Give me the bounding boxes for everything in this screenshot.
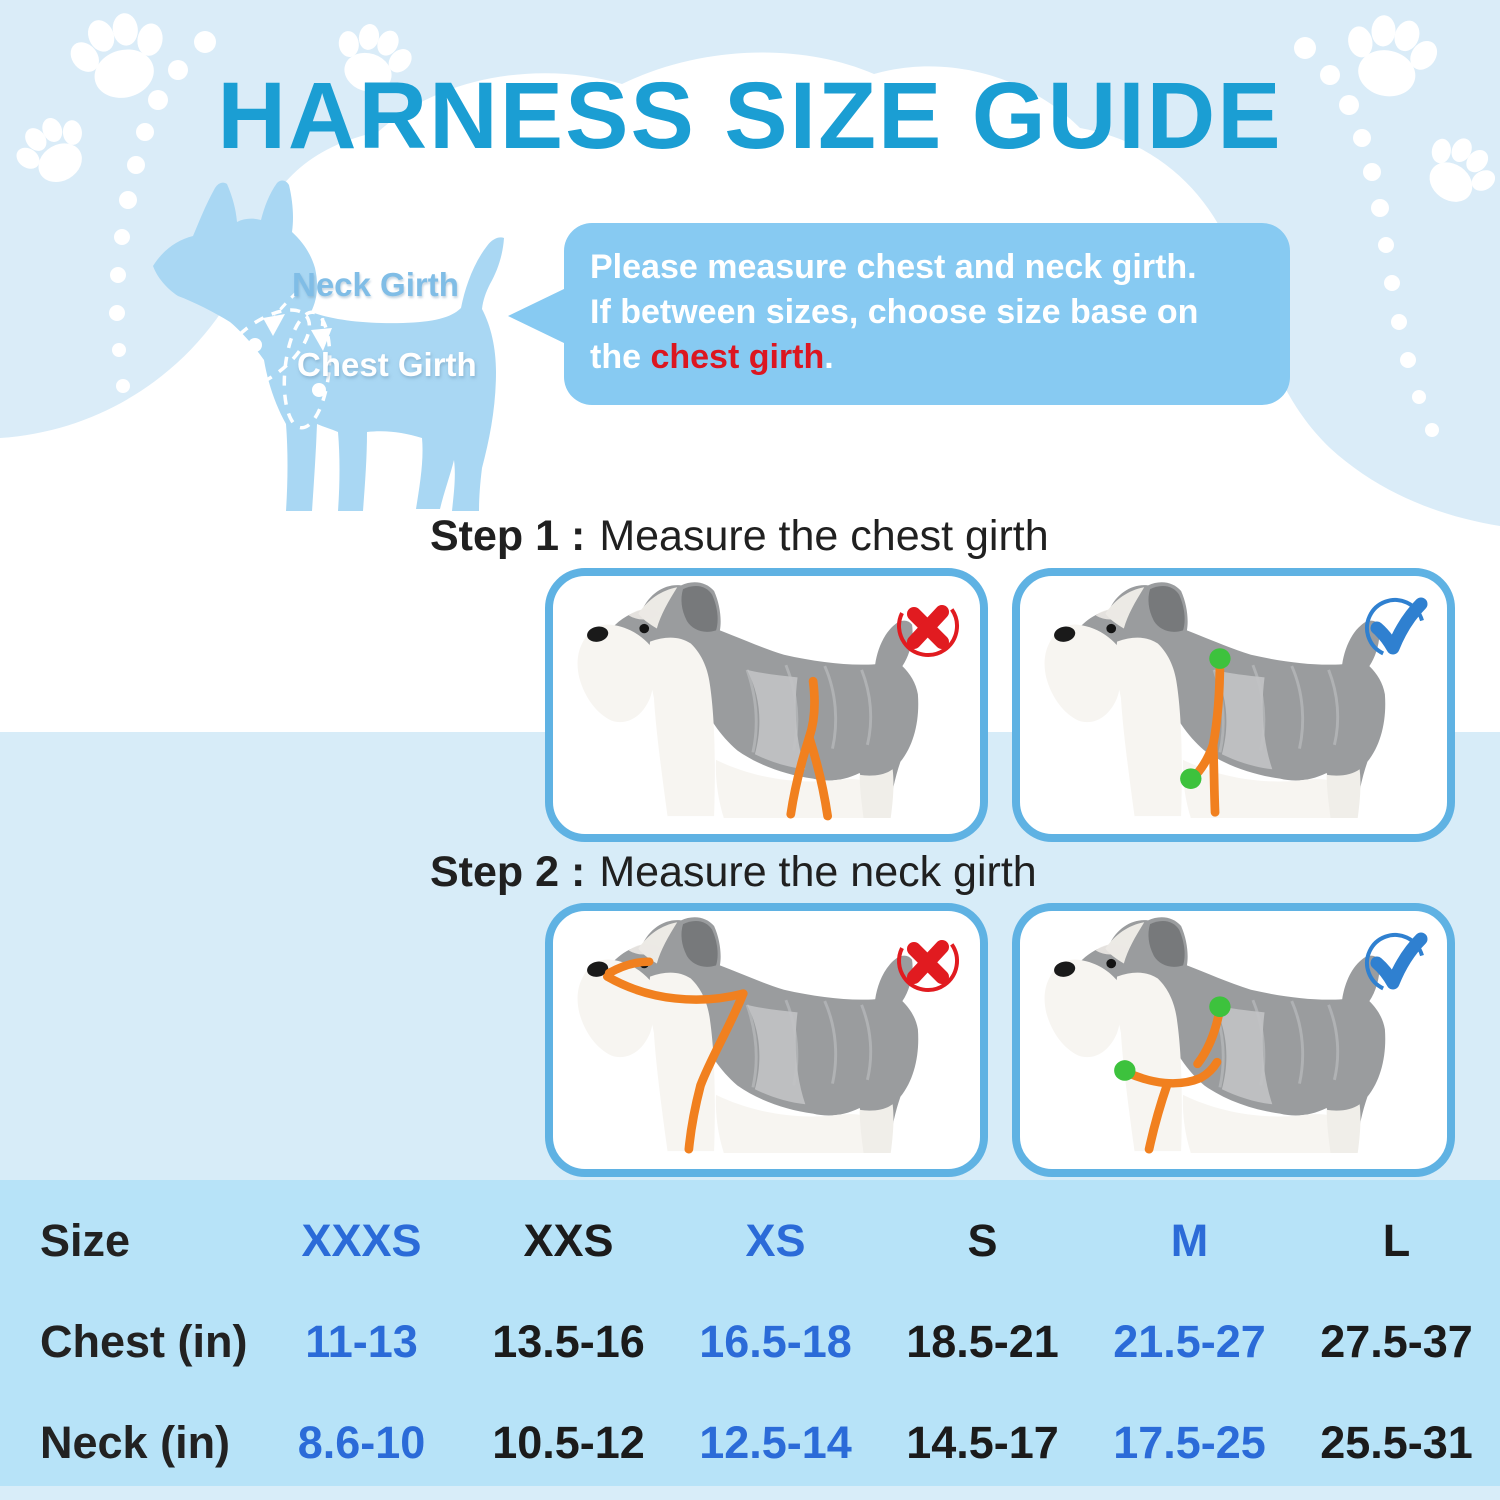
size-row-label: Size [40,1214,131,1266]
measure-point-markers [1180,648,1231,789]
neck-m: 17.5-25 [1113,1416,1266,1468]
table-header-row: Size XXXS XXS XS S M L [0,1190,1500,1291]
bubble-line-2: If between sizes, choose size base on [590,293,1199,332]
size-m: M [1170,1214,1209,1266]
photo-panel-neck-correct [1012,903,1455,1177]
chest-girth-highlight: chest girth [650,338,825,377]
schnauzer-photo [1043,580,1387,820]
size-xs: XS [745,1214,806,1266]
measure-point-markers [1114,996,1231,1081]
chest-xxxs: 11-13 [305,1315,418,1367]
neck-row-label: Neck (in) [40,1416,231,1468]
red-cross-icon [890,923,966,999]
photo-panel-neck-wrong [545,903,988,1177]
chest-xs: 16.5-18 [699,1315,852,1367]
bottom-strip [0,1486,1500,1500]
size-xxxs: XXXS [301,1214,422,1266]
bubble-line-3: the chest girth. [590,338,834,377]
step-2-heading: Step 2 : Measure the neck girth [430,848,1037,897]
blue-check-icon [1357,923,1433,999]
chest-m: 21.5-27 [1113,1315,1266,1367]
step-1-number: Step 1 : [430,512,586,560]
step-2-title: Measure the neck girth [599,848,1037,896]
step-1-heading: Step 1 : Measure the chest girth [430,512,1049,561]
schnauzer-photo [576,580,920,821]
neck-s: 14.5-17 [906,1416,1059,1468]
measuring-tape [1188,656,1225,817]
schnauzer-photo [1043,915,1387,1155]
bubble-line-1: Please measure chest and neck girth. [590,248,1197,286]
chest-row-label: Chest (in) [40,1315,248,1367]
neck-girth-label: Neck Girth [292,266,459,303]
dog-silhouette-diagram [153,180,504,512]
measuring-tape [786,676,833,821]
chest-s: 18.5-21 [906,1315,1059,1367]
dot-sprinkle [444,82,1054,138]
step-1-title: Measure the chest girth [599,512,1049,560]
measure-ellipses [214,308,332,430]
speech-bubble: Please measure chest and neck girth. If … [564,223,1290,405]
arrow-leaders [273,290,325,329]
dot-trail [109,31,1439,437]
photo-panel-chest-wrong [545,568,988,842]
blue-check-icon [1357,588,1433,664]
neck-xxs: 10.5-12 [492,1416,645,1468]
step-2-number: Step 2 : [430,848,586,896]
table-chest-row: Chest (in) 11-13 13.5-16 16.5-18 18.5-21… [0,1291,1500,1392]
measure-markers [248,314,332,397]
photo-panel-chest-correct [1012,568,1455,842]
table-neck-row: Neck (in) 8.6-10 10.5-12 12.5-14 14.5-17… [0,1392,1500,1493]
schnauzer-photo [576,915,920,1155]
size-l: L [1382,1214,1411,1266]
speech-bubble-tail [508,288,566,344]
neck-xxxs: 8.6-10 [297,1416,426,1468]
measuring-tape [602,957,748,1154]
red-cross-icon [890,588,966,664]
neck-l: 25.5-31 [1320,1416,1473,1468]
size-table: Size XXXS XXS XS S M L Chest (in) 11-13 … [0,1190,1500,1493]
chest-l: 27.5-37 [1320,1315,1473,1367]
chest-xxs: 13.5-16 [492,1315,645,1367]
page-title: HARNESS SIZE GUIDE [217,63,1283,169]
size-s: S [967,1214,998,1266]
neck-xs: 12.5-14 [699,1416,852,1468]
chest-girth-label: Chest Girth [297,346,477,383]
table-band [0,1180,1500,1486]
size-xxs: XXS [523,1214,614,1266]
